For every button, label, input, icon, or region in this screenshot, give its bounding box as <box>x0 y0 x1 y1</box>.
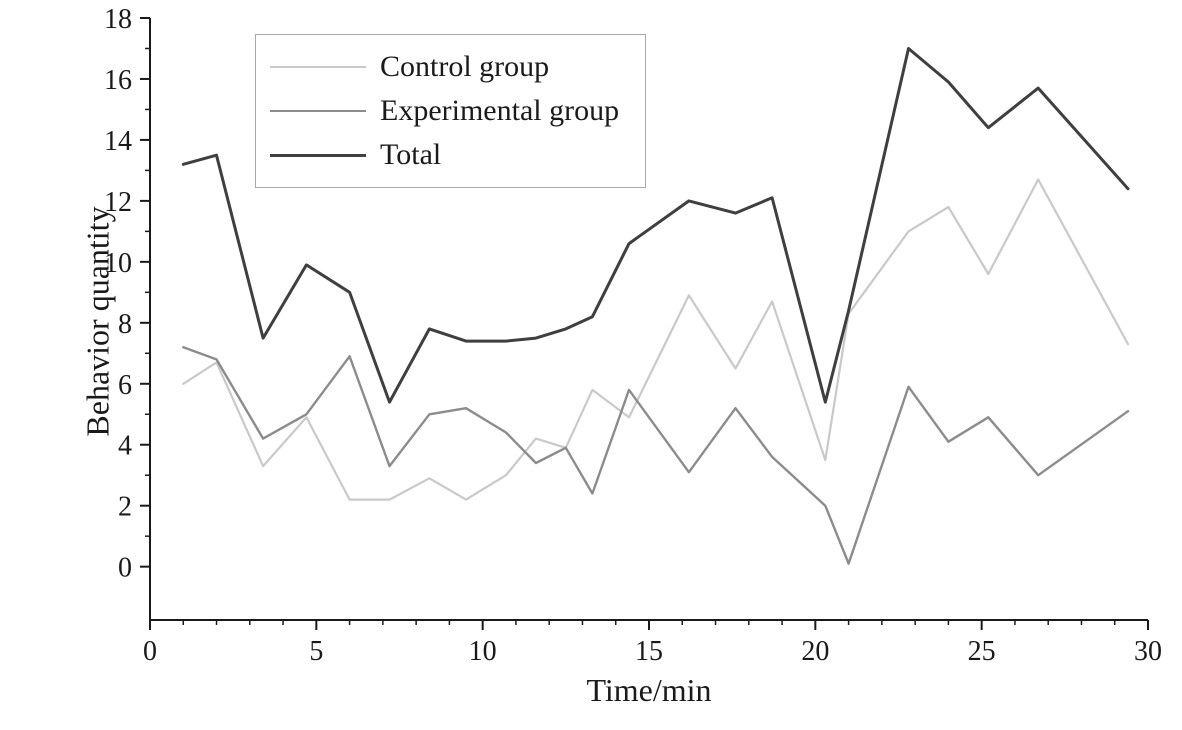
legend-line-sample-control-group <box>270 65 366 69</box>
series-line-0 <box>182 178 1130 501</box>
y-tick-label: 18 <box>104 4 132 35</box>
legend-label: Total <box>380 138 442 171</box>
series-line-1 <box>182 346 1130 565</box>
y-tick-label: 16 <box>104 65 132 96</box>
chart-legend: Control group Experimental group Total <box>255 34 647 188</box>
y-tick-label: 4 <box>118 431 132 462</box>
legend-line-sample-total <box>270 153 366 157</box>
legend-label: Control group <box>380 50 550 83</box>
series-line-2 <box>181 47 1130 404</box>
y-tick-label: 12 <box>104 187 132 218</box>
y-tick-label: 6 <box>118 370 132 401</box>
x-tick-label: 15 <box>635 636 663 667</box>
y-axis-title: Behavior quantity <box>79 206 116 437</box>
y-tick-label: 0 <box>118 553 132 584</box>
legend-label: Experimental group <box>380 94 620 127</box>
legend-line-sample-experimental-group <box>270 109 366 113</box>
y-tick-label: 14 <box>104 126 132 157</box>
legend-item-experimental-group: Experimental group <box>270 89 619 133</box>
x-tick-label: 10 <box>469 636 497 667</box>
x-tick-label: 5 <box>309 636 323 667</box>
y-tick-label: 10 <box>104 248 132 279</box>
y-tick-label: 8 <box>118 309 132 340</box>
x-axis-title: Time/min <box>586 672 712 708</box>
legend-item-total: Total <box>270 133 619 177</box>
x-tick-label: 0 <box>143 636 157 667</box>
x-tick-label: 25 <box>968 636 996 667</box>
x-tick-label: 30 <box>1134 636 1162 667</box>
legend-item-control-group: Control group <box>270 45 619 89</box>
x-tick-label: 20 <box>801 636 829 667</box>
y-tick-label: 2 <box>118 492 132 523</box>
